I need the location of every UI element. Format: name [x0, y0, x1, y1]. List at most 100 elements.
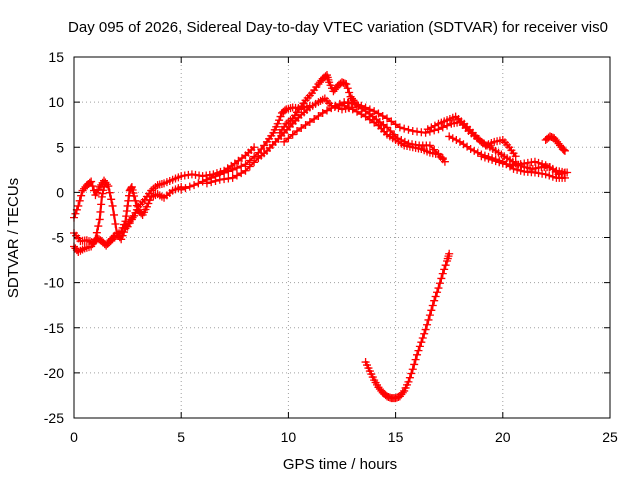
- data-point: [77, 191, 86, 200]
- x-tick-label: 20: [495, 429, 511, 445]
- data-point: [433, 288, 442, 297]
- data-point: [414, 346, 423, 355]
- data-point: [91, 235, 100, 244]
- data-point: [365, 105, 374, 114]
- data-point: [340, 101, 349, 110]
- data-point: [342, 80, 351, 89]
- series-track-5: [123, 143, 259, 231]
- data-point: [541, 161, 550, 170]
- data-point: [211, 176, 220, 185]
- data-point: [470, 146, 479, 155]
- data-point: [427, 123, 436, 132]
- data-point: [365, 115, 374, 124]
- data-point: [198, 177, 207, 186]
- data-point: [415, 342, 424, 351]
- data-point: [466, 145, 475, 154]
- y-tick-label: 5: [56, 139, 64, 155]
- data-point: [423, 320, 432, 329]
- series-track-8: [275, 71, 359, 137]
- data-point: [127, 184, 136, 193]
- data-point: [250, 158, 259, 167]
- data-point: [194, 179, 203, 188]
- y-tick-label: -5: [52, 230, 65, 246]
- data-point: [124, 196, 133, 205]
- data-point: [297, 123, 306, 132]
- data-point: [405, 373, 414, 382]
- data-point: [491, 157, 500, 166]
- y-tick-label: 10: [48, 94, 64, 110]
- data-point: [452, 136, 461, 145]
- data-point: [437, 274, 446, 283]
- data-point: [273, 119, 282, 128]
- data-point: [232, 171, 241, 180]
- data-point: [228, 173, 237, 182]
- data-point: [75, 196, 84, 205]
- series-track-3: [70, 182, 109, 256]
- data-point: [228, 165, 237, 174]
- data-point: [241, 166, 250, 175]
- data-point: [207, 178, 216, 187]
- data-point: [94, 222, 103, 231]
- data-point: [488, 155, 497, 164]
- data-point: [383, 123, 392, 132]
- data-point: [335, 99, 344, 108]
- data-point: [370, 107, 379, 116]
- series-track-14: [477, 152, 569, 177]
- x-tick-label: 0: [70, 429, 78, 445]
- y-tick-label: -20: [44, 365, 64, 381]
- data-point: [538, 160, 547, 169]
- data-point: [190, 181, 199, 190]
- data-point: [400, 124, 409, 133]
- data-point: [435, 279, 444, 288]
- data-point: [318, 108, 327, 117]
- data-point: [423, 125, 432, 134]
- data-point: [495, 158, 504, 167]
- data-point: [276, 112, 285, 121]
- series-track-11: [335, 99, 449, 166]
- data-point: [418, 333, 427, 342]
- data-point: [305, 117, 314, 126]
- y-tick-label: 15: [48, 49, 64, 65]
- x-tick-label: 25: [602, 429, 618, 445]
- data-point: [331, 101, 340, 110]
- data-point: [110, 210, 119, 219]
- data-point: [104, 182, 113, 191]
- data-point: [250, 143, 259, 152]
- y-axis-label: SDTVAR / TECUs: [5, 178, 22, 298]
- data-point: [74, 201, 83, 210]
- series-line: [205, 97, 354, 185]
- data-point: [96, 207, 105, 216]
- data-point: [410, 360, 419, 369]
- data-point: [545, 171, 554, 180]
- data-point: [425, 141, 434, 150]
- data-point: [390, 130, 399, 139]
- plot-frame: [73, 56, 611, 419]
- x-tick-label: 15: [388, 429, 404, 445]
- data-point: [440, 265, 449, 274]
- data-point: [407, 369, 416, 378]
- data-point: [117, 235, 126, 244]
- data-point: [477, 152, 486, 161]
- data-point: [344, 103, 353, 112]
- data-point: [404, 125, 413, 134]
- data-point: [413, 350, 422, 359]
- x-tick-label: 5: [177, 429, 185, 445]
- data-point: [424, 315, 433, 324]
- data-point: [237, 169, 246, 178]
- data-point: [420, 329, 429, 338]
- data-point: [417, 338, 426, 347]
- data-point: [428, 301, 437, 310]
- data-point: [395, 123, 404, 132]
- data-point: [445, 132, 454, 141]
- data-series: [70, 71, 572, 403]
- data-point: [404, 377, 413, 386]
- data-point: [245, 162, 254, 171]
- data-point: [398, 388, 407, 397]
- y-tick-label: -10: [44, 275, 64, 291]
- chart-title: Day 095 of 2026, Sidereal Day-to-day VTE…: [68, 19, 608, 36]
- series-track-12: [423, 112, 572, 179]
- data-point: [130, 191, 139, 200]
- data-point: [438, 269, 447, 278]
- data-point: [431, 292, 440, 301]
- data-point: [284, 134, 293, 143]
